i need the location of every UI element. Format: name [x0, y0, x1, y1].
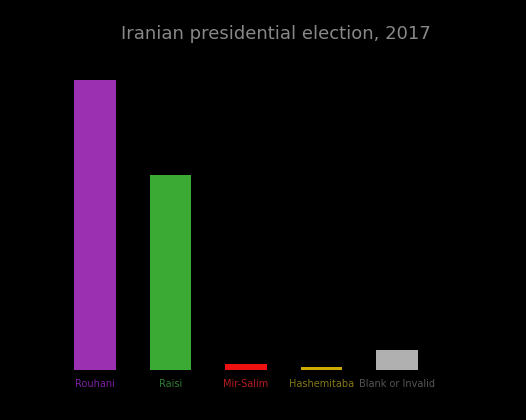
- Text: Mir-Salim: Mir-Salim: [224, 379, 269, 389]
- Text: Raisi: Raisi: [159, 379, 182, 389]
- Text: Rouhani: Rouhani: [75, 379, 115, 389]
- Bar: [301, 367, 342, 370]
- Bar: [376, 350, 418, 370]
- Bar: [74, 81, 116, 370]
- Text: Blank or Invalid: Blank or Invalid: [359, 379, 435, 389]
- Bar: [150, 175, 191, 370]
- Bar: [225, 364, 267, 370]
- Text: Hashemitaba: Hashemitaba: [289, 379, 354, 389]
- Title: Iranian presidential election, 2017: Iranian presidential election, 2017: [122, 25, 431, 43]
